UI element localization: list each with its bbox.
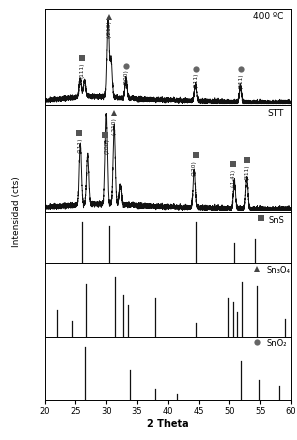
X-axis label: 2 Theta: 2 Theta [147, 419, 189, 429]
Text: Sn₃O₄: Sn₃O₄ [266, 266, 290, 275]
Text: Intensidad (cts): Intensidad (cts) [12, 176, 21, 246]
Text: SnS: SnS [269, 216, 285, 225]
Text: (111): (111) [79, 62, 84, 77]
Text: (211): (211) [238, 73, 243, 88]
Text: SnO₂: SnO₂ [266, 339, 287, 348]
Text: (111): (111) [78, 137, 83, 153]
Text: (200): (200) [104, 139, 109, 154]
Text: (-1-41): (-1-41) [231, 169, 236, 187]
Text: (311): (311) [244, 165, 249, 180]
Text: (-210): (-210) [107, 21, 112, 38]
Text: (111): (111) [193, 73, 198, 88]
Text: (-210): (-210) [112, 117, 117, 135]
Text: STT: STT [267, 109, 284, 117]
Text: 400 ºC: 400 ºC [253, 12, 284, 21]
Text: (200): (200) [123, 70, 128, 85]
Text: (220): (220) [192, 160, 197, 176]
